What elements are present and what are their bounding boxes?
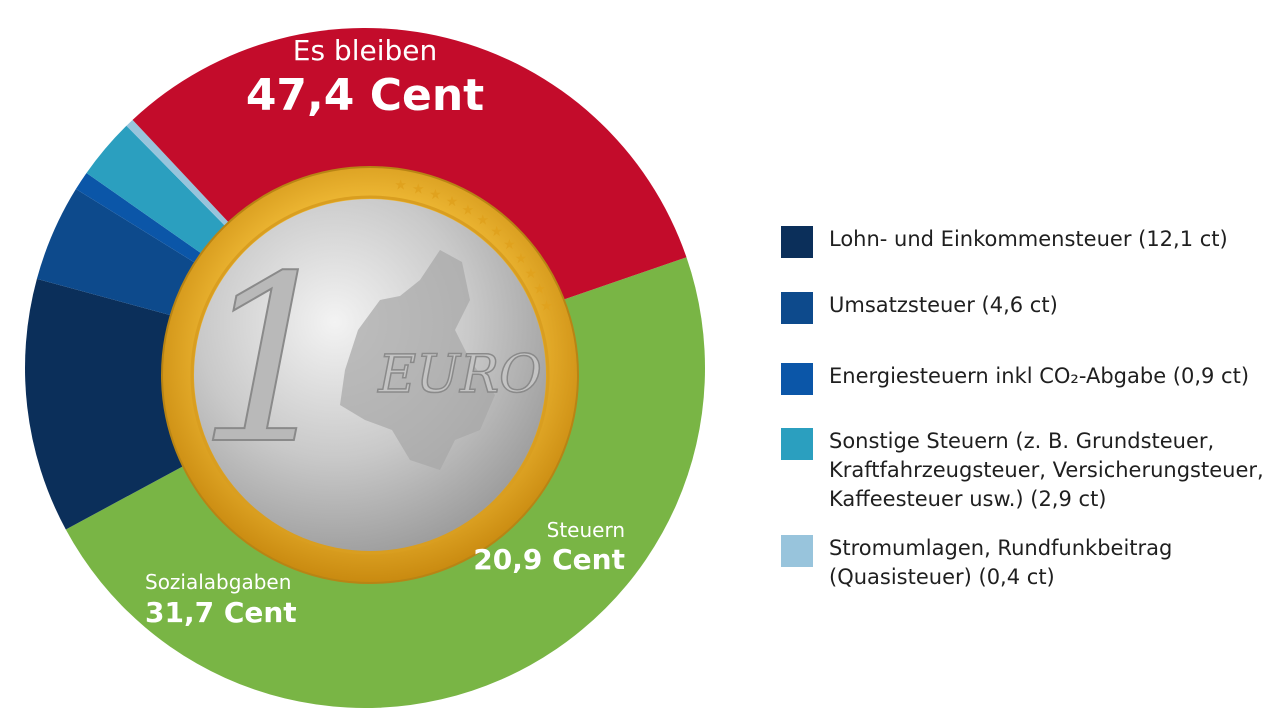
legend-label: Stromumlagen, Rundfunkbeitrag (Quasisteu… — [829, 536, 1173, 589]
value-es-bleiben: 47,4 Cent — [246, 70, 484, 121]
coin-star-icon: ★ — [462, 202, 475, 218]
coin-star-icon: ★ — [515, 251, 528, 267]
value-sozialabgaben: 31,7 Cent — [145, 596, 297, 629]
legend-swatch — [781, 292, 813, 324]
coin-ring-inner-edge — [190, 195, 550, 555]
coin-star-icon: ★ — [533, 282, 546, 298]
coin-star-icon: ★ — [503, 237, 516, 253]
label-sozialabgaben: Sozialabgaben — [145, 570, 291, 594]
legend-label: Sonstige Steuern (z. B. Grundsteuer, Kra… — [829, 429, 1264, 511]
coin-star-icon: ★ — [540, 298, 553, 314]
value-steuern: 20,9 Cent — [473, 543, 625, 576]
coin-stars: ★ ★ ★ ★★★★★★★★★ — [394, 178, 552, 315]
europe-map-shape — [340, 250, 495, 470]
coin-star-icon: ★ — [446, 194, 459, 210]
legend-label: Lohn- und Einkommensteuer (12,1 ct) — [829, 227, 1228, 251]
legend-swatch — [781, 535, 813, 567]
donut-chart: 1 EURO ★ ★ ★ ★★★★★★★★★ Es bleiben 47,4 Cent… — [25, 28, 705, 708]
legend-label: Umsatzsteuer (4,6 ct) — [829, 293, 1058, 317]
coin-star-icon: ★ — [490, 224, 503, 240]
coin-star-icon: ★ — [429, 187, 442, 203]
legend-item-lohnsteuer: Lohn- und Einkommensteuer (12,1 ct) — [781, 226, 1228, 258]
legend-item-sonstige-steuern: Sonstige Steuern (z. B. Grundsteuer, Kra… — [781, 428, 1264, 514]
coin-star-icon: ★ — [394, 178, 407, 194]
euro-coin-image: 1 EURO ★ ★ ★ ★★★★★★★★★ — [161, 166, 579, 584]
legend-item-stromumlagen: Stromumlagen, Rundfunkbeitrag (Quasisteu… — [781, 535, 1172, 592]
label-es-bleiben: Es bleiben — [293, 34, 437, 67]
coin-numeral: 1 — [197, 228, 343, 495]
coin-star-icon: ★ — [477, 213, 490, 229]
legend-label: Energiesteuern inkl CO₂-Abgabe (0,9 ct) — [829, 364, 1250, 388]
legend-item-umsatzsteuer: Umsatzsteuer (4,6 ct) — [781, 292, 1058, 324]
legend-swatch — [781, 363, 813, 395]
coin-star-icon: ★ — [525, 266, 538, 282]
legend-swatch — [781, 226, 813, 258]
legend-swatch — [781, 428, 813, 460]
chart-legend: Lohn- und Einkommensteuer (12,1 ct) Umsa… — [781, 0, 1280, 708]
label-steuern: Steuern — [547, 518, 625, 542]
legend-item-energiesteuern: Energiesteuern inkl CO₂-Abgabe (0,9 ct) — [781, 363, 1249, 395]
coin-word: EURO — [377, 345, 542, 405]
coin-star-icon: ★ — [412, 181, 425, 197]
